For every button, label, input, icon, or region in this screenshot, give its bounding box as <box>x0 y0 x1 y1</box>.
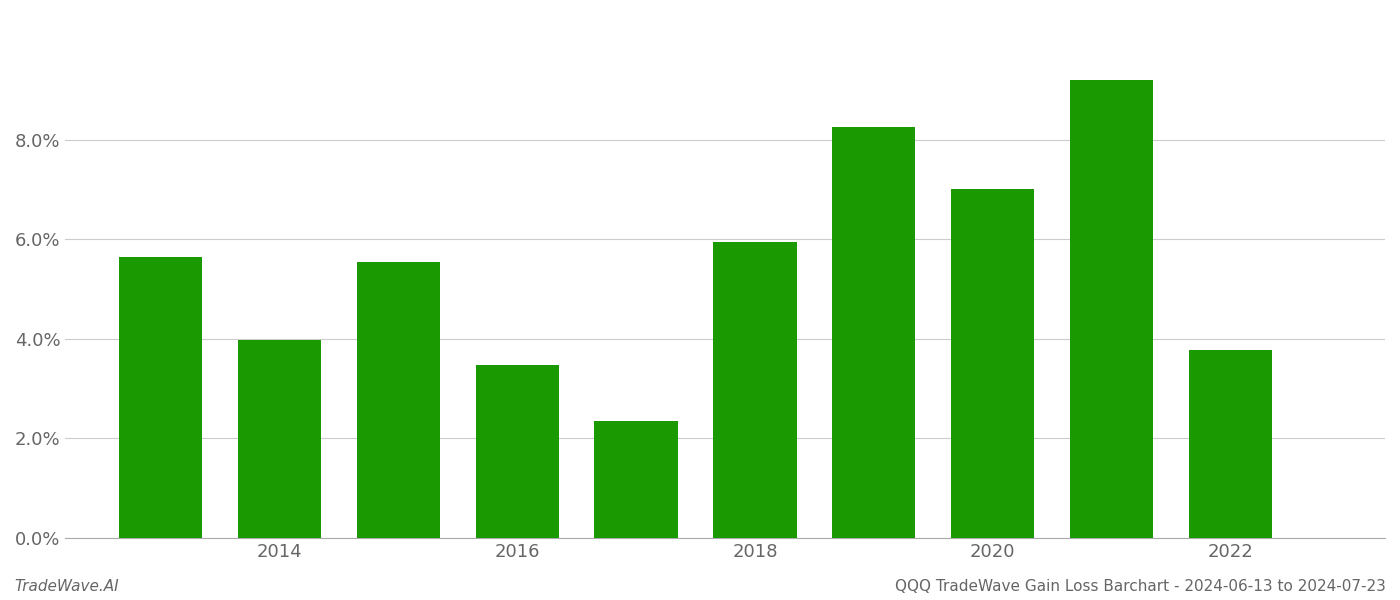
Bar <box>832 127 916 538</box>
Bar <box>1070 80 1154 538</box>
Bar <box>476 365 559 538</box>
Text: TradeWave.AI: TradeWave.AI <box>14 579 119 594</box>
Bar <box>951 190 1035 538</box>
Bar <box>714 242 797 538</box>
Bar <box>1189 350 1273 538</box>
Text: QQQ TradeWave Gain Loss Barchart - 2024-06-13 to 2024-07-23: QQQ TradeWave Gain Loss Barchart - 2024-… <box>895 579 1386 594</box>
Bar <box>238 340 321 538</box>
Bar <box>357 262 440 538</box>
Bar <box>595 421 678 538</box>
Bar <box>119 257 202 538</box>
